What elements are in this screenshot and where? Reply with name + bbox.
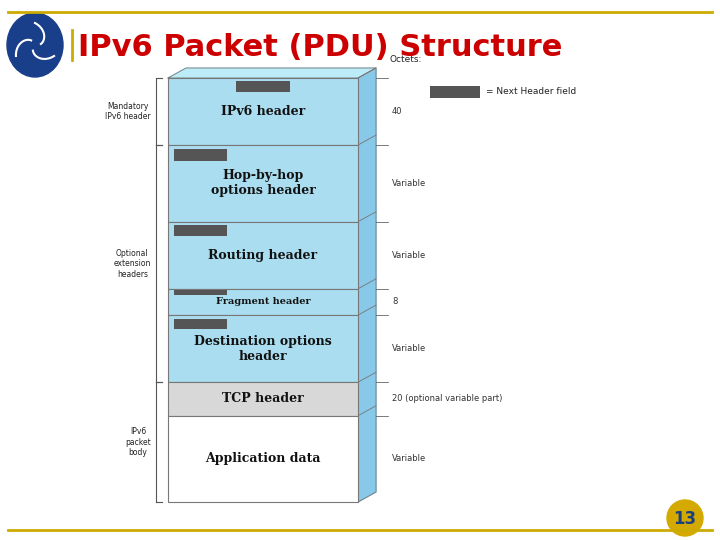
Ellipse shape: [7, 13, 63, 77]
Bar: [430, 86, 480, 98]
Text: IPv6
packet
body: IPv6 packet body: [125, 427, 151, 457]
Text: IPv6 Packet (PDU) Structure: IPv6 Packet (PDU) Structure: [78, 33, 562, 63]
Text: Variable: Variable: [392, 251, 426, 260]
Circle shape: [667, 500, 703, 536]
Bar: [168, 145, 358, 222]
Text: Destination options
header: Destination options header: [194, 335, 332, 363]
Text: 13: 13: [673, 510, 696, 528]
Text: Octets:: Octets:: [390, 55, 423, 64]
Polygon shape: [168, 68, 376, 78]
Text: 40: 40: [392, 107, 402, 116]
Bar: [168, 382, 358, 416]
Text: Hop-by-hop
options header: Hop-by-hop options header: [210, 170, 315, 198]
Bar: [168, 78, 358, 145]
Bar: [174, 225, 227, 236]
Bar: [168, 289, 358, 315]
Bar: [174, 319, 227, 329]
Bar: [168, 416, 358, 502]
Text: Fragment header: Fragment header: [216, 298, 310, 307]
Text: = Next Header field: = Next Header field: [486, 87, 576, 97]
Bar: [174, 149, 227, 161]
Bar: [174, 290, 227, 295]
Text: Mandatory
IPv6 header: Mandatory IPv6 header: [105, 102, 151, 122]
Text: Optional
extension
headers: Optional extension headers: [114, 249, 151, 279]
Text: 20 (optional variable part): 20 (optional variable part): [392, 395, 503, 403]
Text: Variable: Variable: [392, 454, 426, 463]
Text: Variable: Variable: [392, 344, 426, 353]
Bar: [168, 222, 358, 289]
Bar: [168, 315, 358, 382]
Text: 8: 8: [392, 298, 397, 307]
Text: Application data: Application data: [205, 453, 320, 465]
Text: IPv6 header: IPv6 header: [221, 105, 305, 118]
Polygon shape: [358, 68, 376, 502]
Text: TCP header: TCP header: [222, 393, 304, 406]
Text: Routing header: Routing header: [208, 249, 318, 262]
Bar: [236, 82, 289, 92]
Text: Variable: Variable: [392, 179, 426, 188]
